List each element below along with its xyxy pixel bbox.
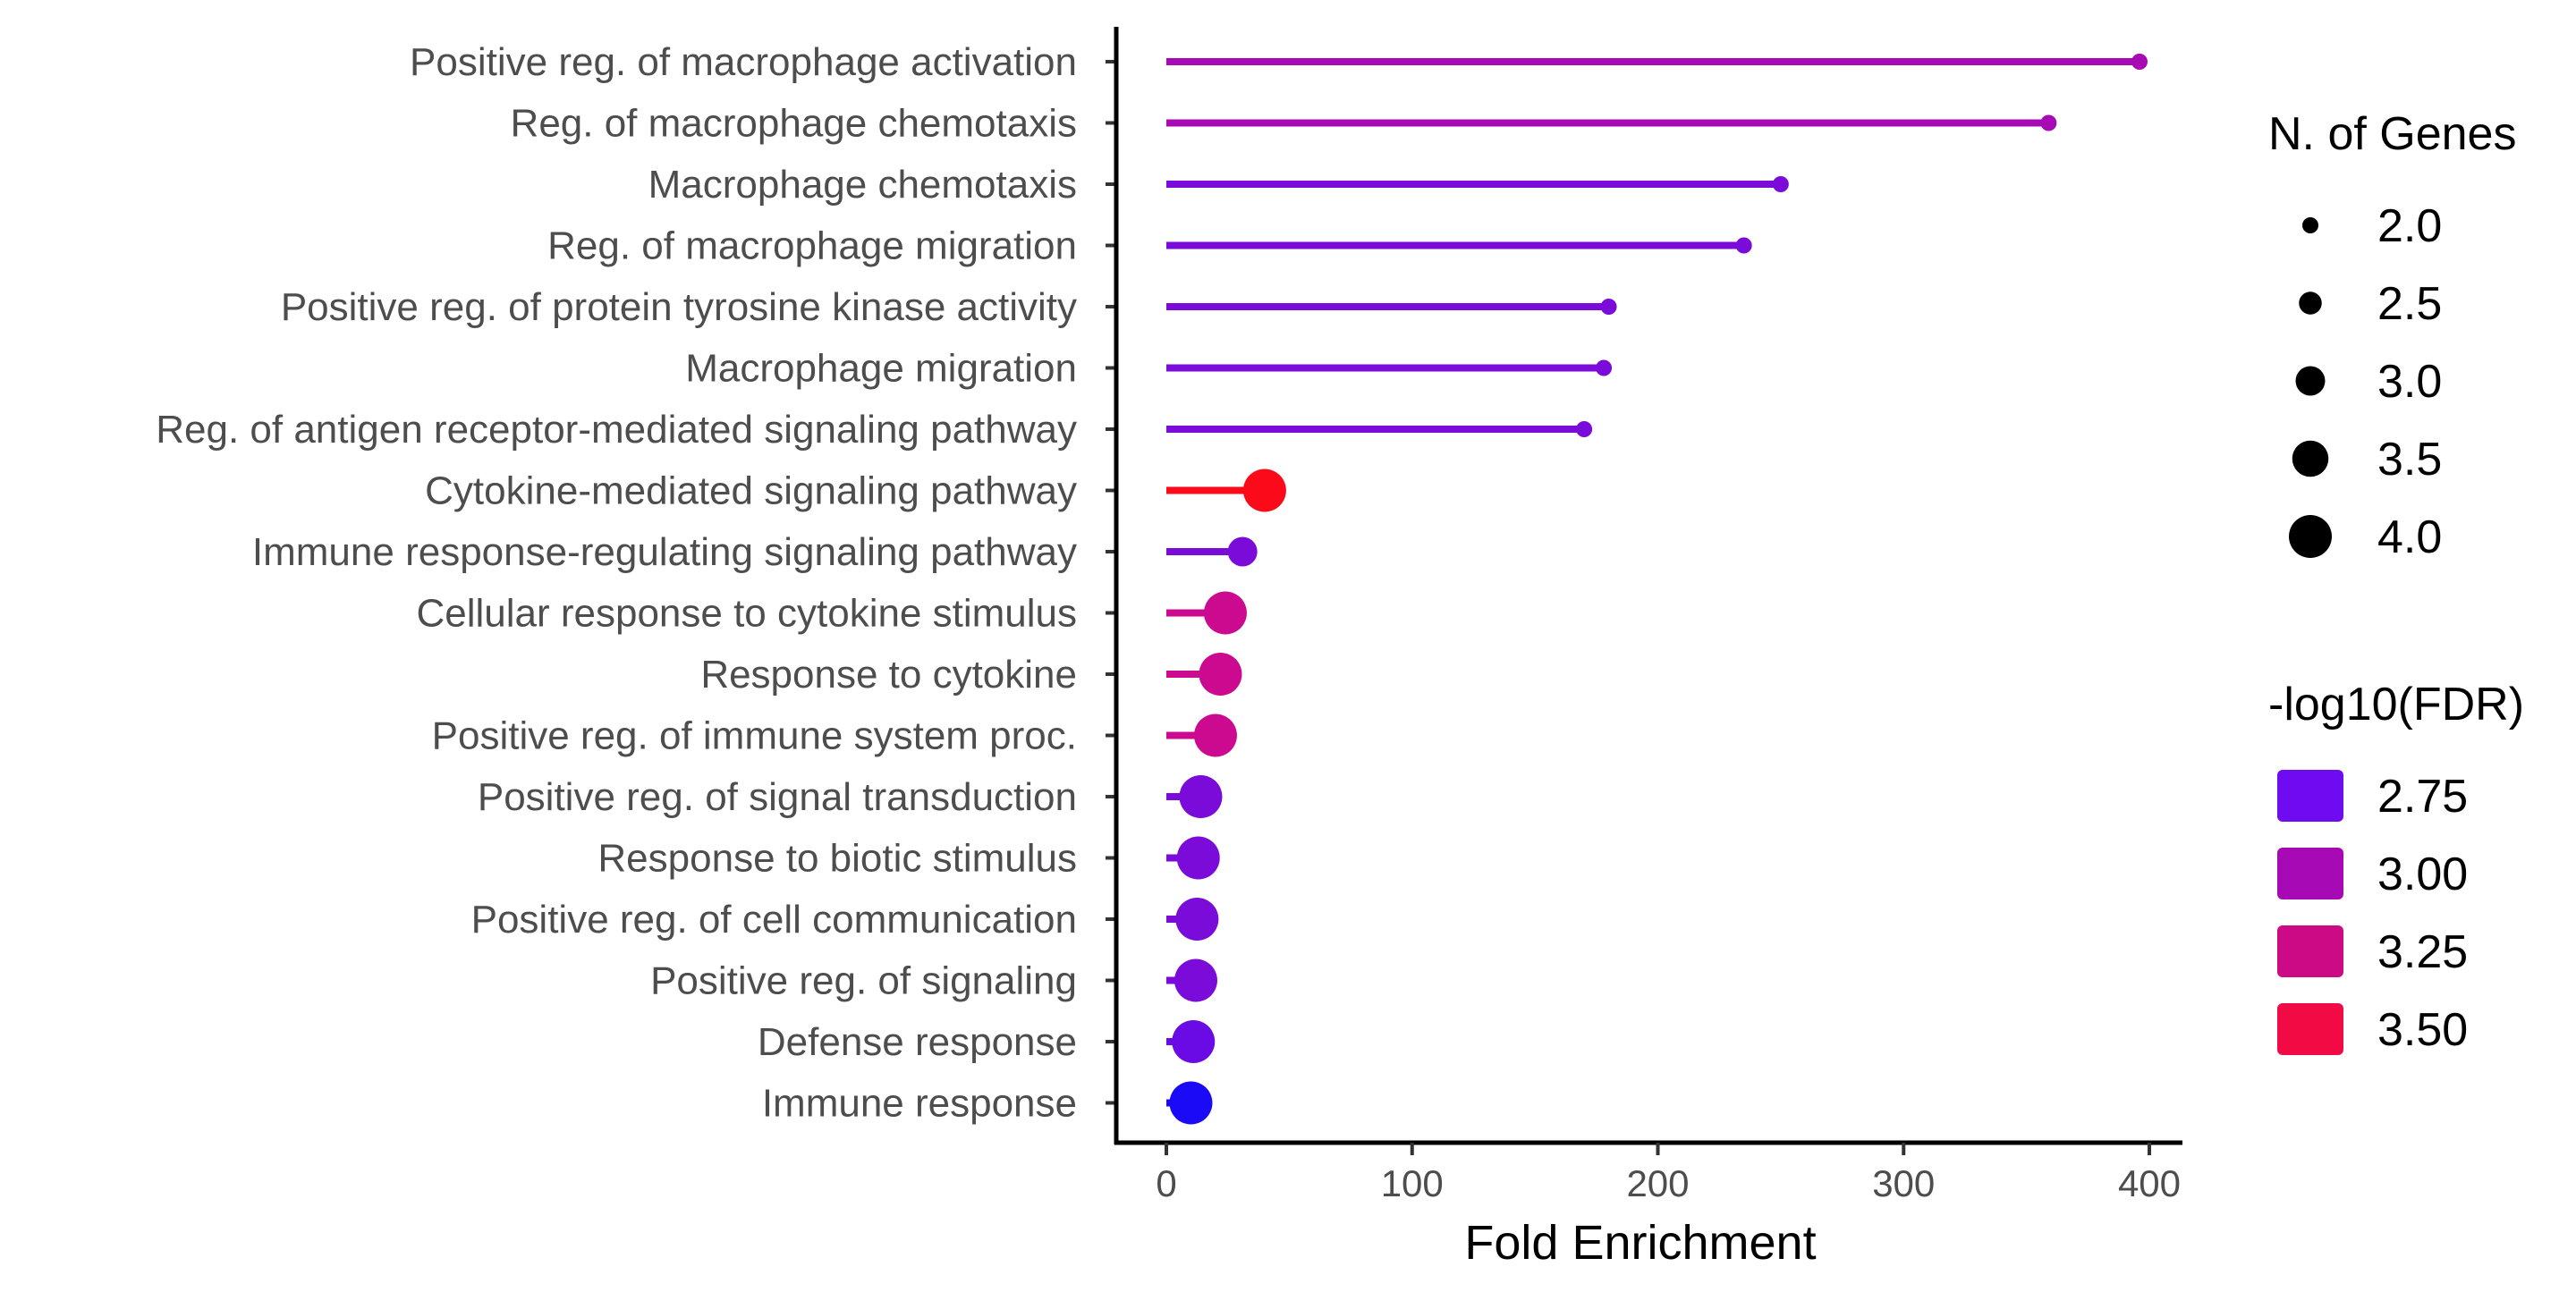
category-labels: Positive reg. of macrophage activation Re… — [156, 40, 1077, 1126]
size-legend-label: 3.0 — [2377, 356, 2442, 408]
category-label: Cytokine-mediated signaling pathway — [425, 469, 1077, 513]
color-legend-key — [2277, 1003, 2343, 1055]
category-label: Positive reg. of immune system proc. — [432, 714, 1077, 758]
size-legend-key — [2292, 440, 2329, 477]
size-legend-title: N. of Genes — [2268, 108, 2516, 160]
category-label: Defense response — [758, 1020, 1077, 1064]
size-legend: N. of Genes 2.0 2.5 3.0 3.5 4.0 — [2268, 108, 2516, 563]
color-legend-label: 3.25 — [2377, 926, 2468, 978]
lollipop-point — [1227, 536, 1258, 567]
lollipop-point — [1172, 1020, 1216, 1063]
category-label: Immune response-regulating signaling pat… — [252, 530, 1077, 574]
lollipop-point — [2131, 54, 2148, 70]
x-tick-label: 200 — [1626, 1162, 1689, 1204]
color-legend-key — [2277, 925, 2343, 977]
category-label: Positive reg. of macrophage activation — [410, 40, 1077, 84]
lollipop-point — [1600, 299, 1617, 315]
lollipop-point — [1576, 421, 1593, 437]
size-legend-label: 2.0 — [2377, 200, 2442, 252]
size-legend-key — [2295, 366, 2326, 396]
lollipop-point — [1193, 714, 1237, 757]
x-tick-label: 400 — [2118, 1162, 2181, 1204]
x-tick-label: 300 — [1872, 1162, 1935, 1204]
color-legend-key — [2277, 848, 2343, 899]
color-legend-label: 2.75 — [2377, 771, 2468, 823]
lollipop-point — [2040, 114, 2057, 131]
category-label: Response to cytokine — [700, 653, 1077, 697]
color-legend-label: 3.50 — [2377, 1004, 2468, 1056]
color-legend-title: -log10(FDR) — [2268, 679, 2524, 730]
category-label: Cellular response to cytokine stimulus — [416, 592, 1077, 636]
color-legend-key — [2277, 770, 2343, 822]
category-label: Reg. of antigen receptor-mediated signal… — [156, 408, 1077, 452]
size-legend-label: 2.5 — [2377, 278, 2442, 330]
lollipop-point — [1772, 176, 1789, 192]
lollipop-point — [1242, 469, 1286, 512]
color-legend: -log10(FDR) 2.75 3.00 3.25 3.50 — [2268, 679, 2524, 1056]
category-label: Immune response — [762, 1082, 1077, 1126]
category-label: Reg. of macrophage migration — [547, 224, 1077, 268]
category-label: Reg. of macrophage chemotaxis — [511, 102, 1077, 146]
category-label: Positive reg. of signal transduction — [478, 775, 1077, 819]
size-legend-key — [2289, 515, 2332, 558]
category-label: Macrophage chemotaxis — [648, 163, 1077, 207]
x-tick-label: 100 — [1381, 1162, 1444, 1204]
lollipop-point — [1735, 237, 1752, 254]
category-label: Response to biotic stimulus — [597, 837, 1077, 881]
lollipop-group — [1166, 54, 2148, 1125]
category-label: Positive reg. of cell communication — [471, 898, 1077, 942]
lollipop-point — [1176, 836, 1220, 880]
size-legend-key — [2302, 217, 2318, 233]
category-label: Positive reg. of signaling — [650, 959, 1077, 1003]
x-axis-title: Fold Enrichment — [1464, 1216, 1816, 1270]
size-legend-key — [2299, 291, 2322, 315]
size-legend-label: 3.5 — [2377, 434, 2442, 486]
lollipop-point — [1175, 898, 1219, 941]
lollipop-point — [1596, 359, 1613, 376]
lollipop-point — [1174, 958, 1217, 1002]
category-label: Macrophage migration — [685, 347, 1077, 391]
x-axis-ticks: 0 100 200 300 400 — [1156, 1143, 2181, 1204]
size-legend-label: 4.0 — [2377, 511, 2442, 563]
lollipop-point — [1199, 653, 1242, 696]
x-tick-label: 0 — [1156, 1162, 1176, 1204]
lollipop-point — [1179, 775, 1223, 818]
color-legend-label: 3.00 — [2377, 849, 2468, 900]
category-label: Positive reg. of protein tyrosine kinase… — [281, 285, 1077, 329]
lollipop-point — [1203, 591, 1247, 635]
lollipop-point — [1169, 1081, 1213, 1125]
